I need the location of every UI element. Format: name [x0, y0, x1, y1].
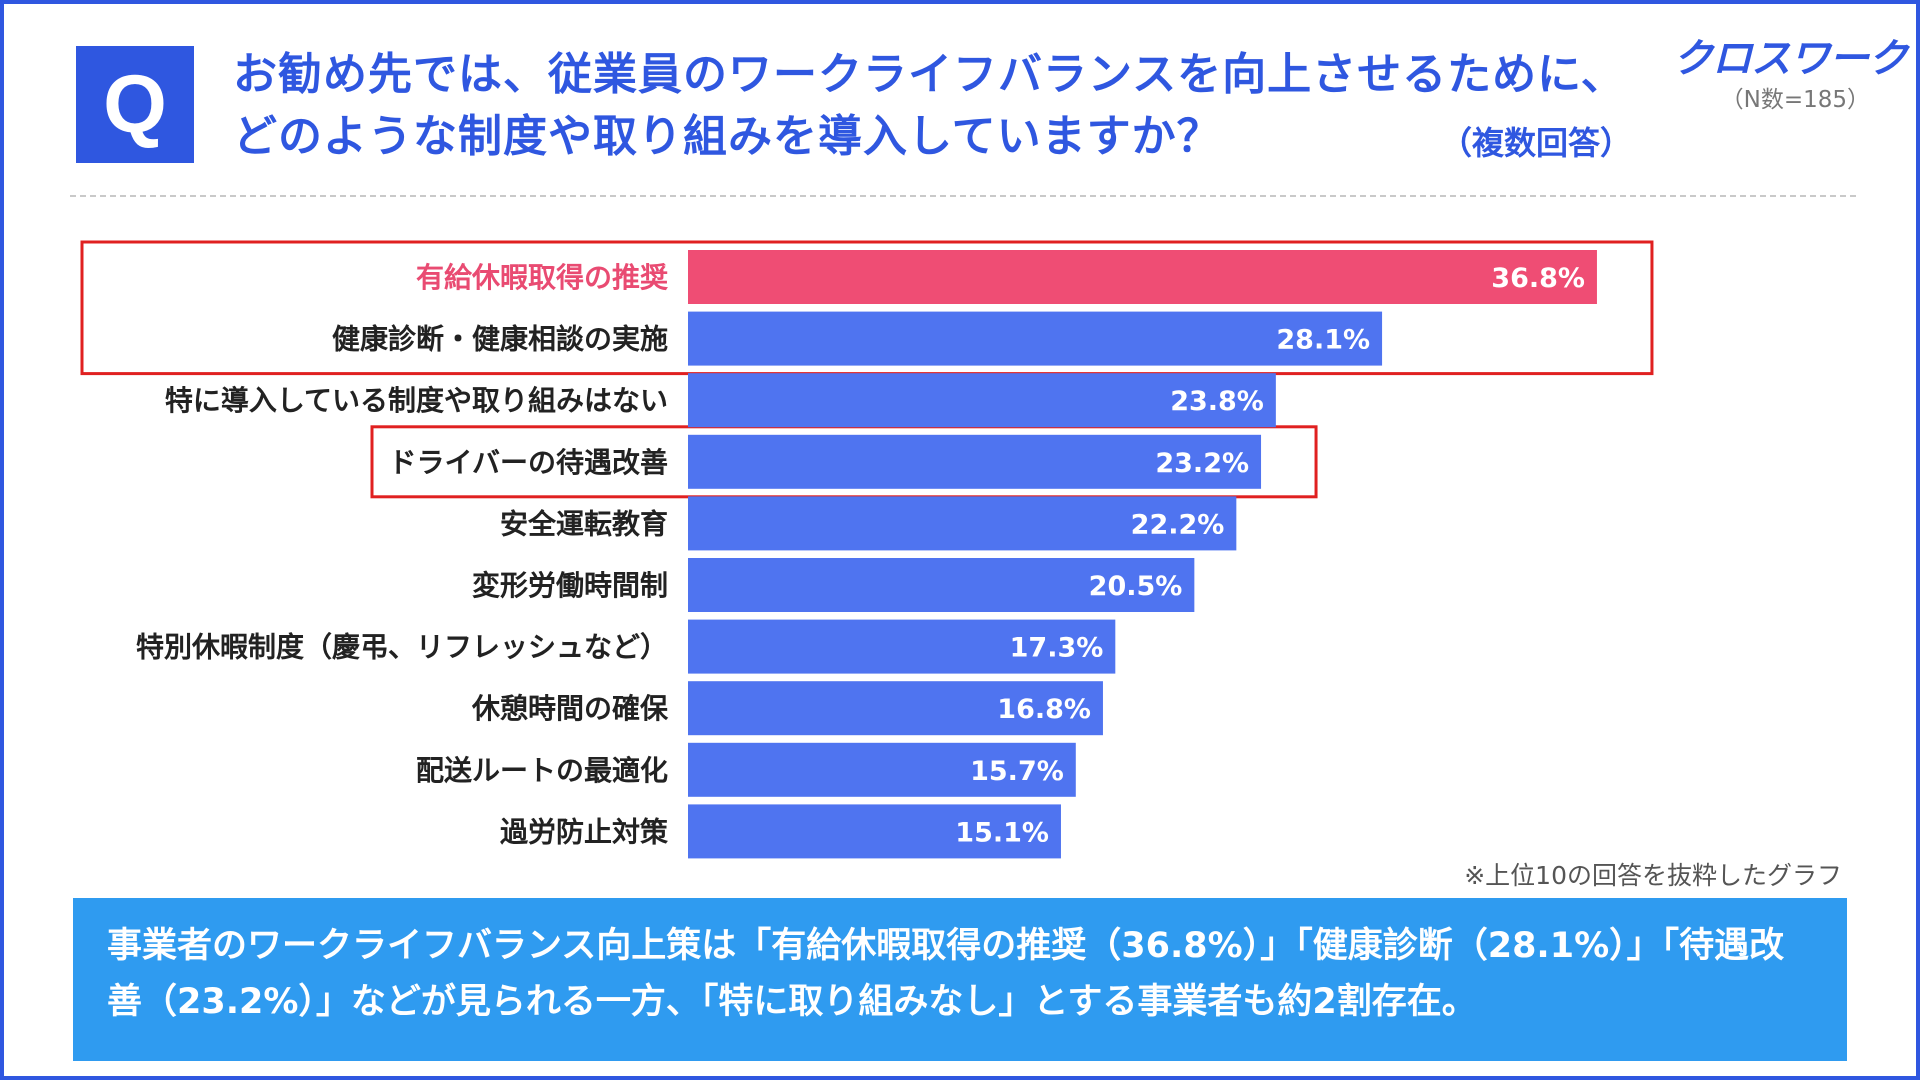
bar-1 [688, 250, 1597, 304]
summary-box: 事業者のワークライフバランス向上策は「有給休暇取得の推奨（36.8%）」「健康診… [73, 898, 1847, 1061]
category-label-10: 過労防止対策 [500, 815, 668, 848]
bar-10 [688, 804, 1061, 859]
bar-3 [688, 373, 1276, 428]
summary-text: 事業者のワークライフバランス向上策は「有給休暇取得の推奨（36.8%）」「健康診… [107, 926, 1785, 1022]
bar-5 [688, 496, 1237, 551]
bar-4 [688, 434, 1262, 489]
category-label-9: 配送ルートの最適化 [416, 754, 668, 787]
header-divider [70, 195, 1856, 197]
bar-7 [688, 619, 1116, 674]
category-label-7: 特別休暇制度（慶弔、リフレッシュなど） [136, 631, 668, 664]
category-label-2: 健康診断・健康相談の実施 [332, 323, 668, 356]
value-label-5: 22.2% [1131, 509, 1225, 540]
value-label-2: 28.1% [1276, 325, 1370, 356]
category-label-1: 有給休暇取得の推奨 [416, 261, 669, 294]
question-title: お勧め先では、従業員のワークライフバランスを向上させるために、どのような制度や取… [233, 49, 1626, 162]
sample-size: （N数=185） [1720, 87, 1870, 113]
value-label-6: 20.5% [1089, 571, 1183, 602]
footnote: ※上位10の回答を抜粋したグラフ [1464, 861, 1842, 890]
bar-8 [688, 681, 1103, 736]
value-label-4: 23.2% [1155, 448, 1249, 479]
bar-chart: 有給休暇取得の推奨 36.8% 健康診断・健康相談の実施 28.1% 特に導入している制… [80, 240, 1654, 859]
category-label-6: 変形労働時間制 [472, 569, 668, 602]
value-label-1: 36.8% [1491, 263, 1585, 294]
value-label-10: 15.1% [955, 817, 1049, 848]
category-label-4: ドライバーの待遇改善 [389, 446, 668, 479]
value-label-3: 23.8% [1170, 386, 1264, 417]
value-label-9: 15.7% [970, 756, 1064, 787]
question-badge: Q [76, 46, 194, 163]
category-label-3: 特に導入している制度や取り組みはない [165, 384, 668, 417]
bar-9 [688, 742, 1076, 797]
multi-answer-note: （複数回答） [1440, 124, 1633, 162]
category-label-5: 安全運転教育 [500, 507, 668, 540]
bar-2 [688, 311, 1383, 366]
brand-logo: クロスワーク [1673, 36, 1908, 82]
bar-6 [688, 558, 1195, 612]
value-label-7: 17.3% [1010, 633, 1104, 664]
value-label-8: 16.8% [997, 694, 1091, 725]
category-label-8: 休憩時間の確保 [471, 692, 669, 725]
